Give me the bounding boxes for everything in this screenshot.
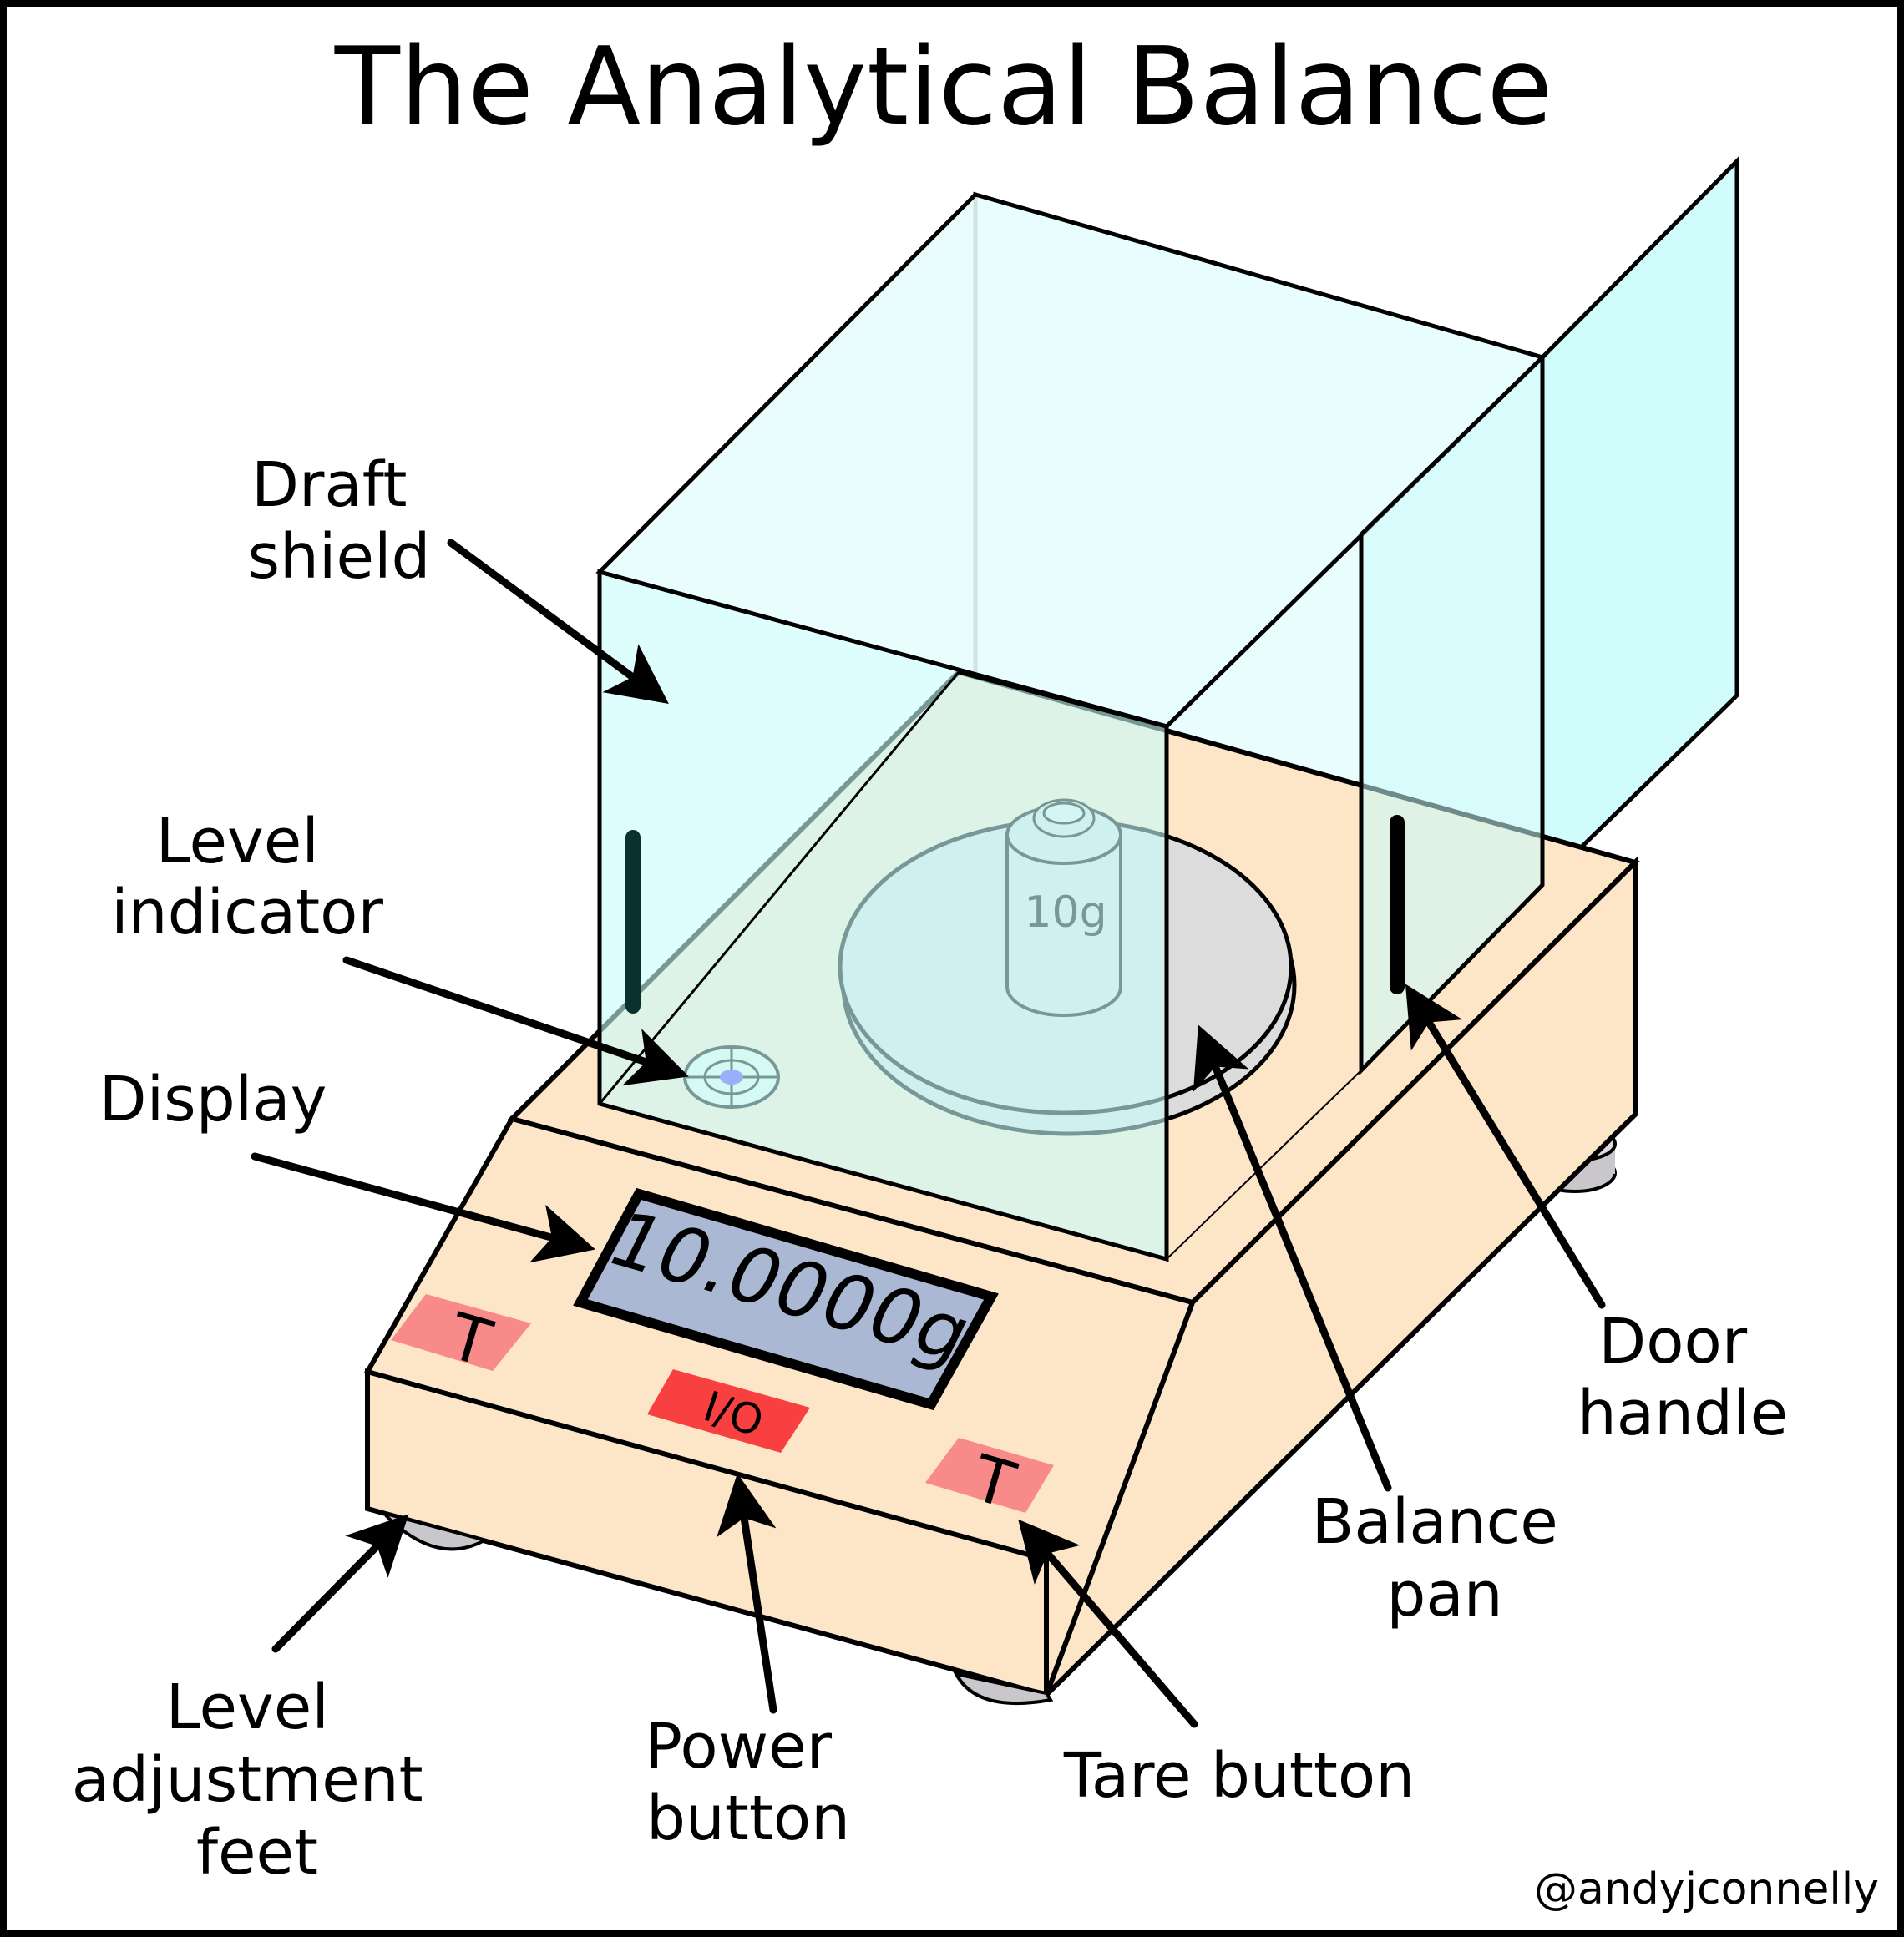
arrow-door-handle	[1405, 984, 1606, 1309]
arrow-level-indicator	[342, 956, 689, 1086]
arrow-display	[251, 1152, 596, 1263]
arrow-balance-pan	[1193, 1024, 1392, 1492]
glass-edge-top	[958, 670, 1167, 729]
label-balance-pan-line1: Balance	[1312, 1486, 1558, 1558]
author-credit: @andyjconnelly	[1534, 1864, 1879, 1914]
tare-button-left[interactable]	[391, 1294, 531, 1371]
label-power-button: Power button	[645, 1711, 851, 1854]
label-door-handle: Door handle	[1577, 1306, 1788, 1449]
glass-edge-front	[1166, 1070, 1362, 1260]
annotation-labels: Draft shield Level indicator Display Doo…	[72, 449, 1788, 1889]
arrow-power-button	[717, 1473, 777, 1714]
label-tare-button-line1: Tare button	[1063, 1740, 1415, 1812]
label-balance-pan: Balance pan	[1312, 1486, 1578, 1631]
right-glass-door	[1359, 352, 1545, 1076]
label-level-indicator: Level indicator	[111, 806, 383, 948]
arrow-draft-shield	[447, 539, 669, 705]
label-draft-shield-line1: Draft	[251, 449, 408, 521]
annotation-arrows	[251, 539, 1606, 1728]
label-display: Display	[99, 1064, 327, 1135]
label-draft-shield: Draft shield	[247, 449, 430, 593]
label-door-handle-line1: Door	[1598, 1306, 1748, 1378]
power-button[interactable]	[647, 1369, 810, 1453]
label-balance-pan-line2: pan	[1386, 1559, 1502, 1631]
label-level-feet-line3: feet	[196, 1817, 318, 1889]
label-level-indicator-line1: Level	[156, 806, 319, 877]
page-title: The Analytical Balance	[334, 25, 1553, 149]
label-door-handle-line2: handle	[1577, 1378, 1788, 1449]
foot-front-right	[953, 1671, 1054, 1706]
label-level-feet-line2: adjustment	[72, 1744, 423, 1816]
arrow-level-feet	[271, 1514, 409, 1653]
tare-button-right[interactable]	[925, 1438, 1054, 1513]
arrow-tare-button	[1018, 1519, 1198, 1728]
draft-shield-front	[597, 352, 1545, 1262]
label-level-indicator-line2: indicator	[111, 877, 383, 948]
label-power-button-line2: button	[646, 1783, 850, 1854]
label-level-feet-line1: Level	[166, 1671, 329, 1743]
display-screen	[573, 1187, 999, 1411]
label-draft-shield-line2: shield	[247, 521, 430, 593]
label-level-feet: Level adjustment feet	[72, 1671, 443, 1889]
label-power-button-line1: Power	[645, 1711, 832, 1783]
label-tare-button: Tare button	[1063, 1740, 1415, 1812]
label-display-line1: Display	[99, 1064, 327, 1135]
